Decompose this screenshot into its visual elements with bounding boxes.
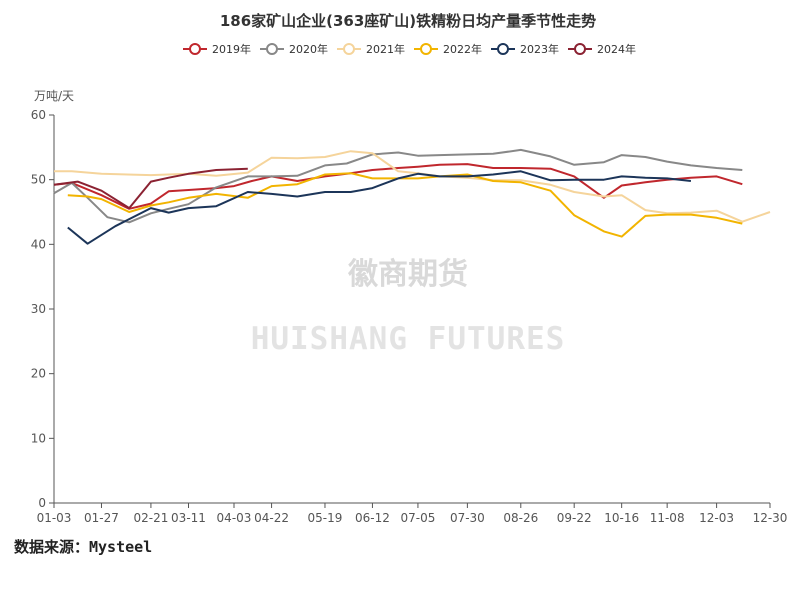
source-label: 数据来源：Mysteel [14, 538, 153, 556]
legend-marker [497, 43, 509, 55]
legend-label: 2020年 [289, 42, 328, 56]
x-tick-label: 07-30 [450, 511, 485, 525]
legend-marker [189, 43, 201, 55]
x-tick-label: 12-30 [753, 511, 788, 525]
watermark-cn: 徽商期货 [347, 257, 468, 292]
y-tick-label: 20 [31, 367, 46, 381]
x-tick-label: 06-12 [355, 511, 390, 525]
legend-label: 2021年 [366, 42, 405, 56]
legend-label: 2019年 [212, 42, 251, 56]
x-tick-label: 11-08 [650, 511, 685, 525]
x-tick-label: 07-05 [400, 511, 435, 525]
chart-axes: 0 10 20 30 40 50 60 01-03 01-27 02-21 03-11 04-03 04… [31, 108, 788, 525]
legend-marker [343, 43, 355, 55]
legend-label: 2024年 [597, 42, 636, 56]
series-line-2020年 [53, 148, 743, 224]
plot-area [53, 148, 771, 245]
x-tick-label: 09-22 [557, 511, 592, 525]
y-axis-label: 万吨/天 [34, 89, 74, 103]
legend-label: 2023年 [520, 42, 559, 56]
legend-marker [574, 43, 586, 55]
series-line-2023年 [67, 170, 692, 245]
y-tick-label: 50 [31, 173, 46, 187]
y-tick-label: 40 [31, 237, 46, 251]
x-tick-label: 03-11 [171, 511, 206, 525]
y-tick-label: 10 [31, 431, 46, 445]
legend-marker [266, 43, 278, 55]
chart-legend: 2019年 2020年 2021年 2022年 2023年 2024年 [183, 42, 636, 56]
y-tick-label: 0 [38, 496, 46, 510]
x-tick-label: 05-19 [308, 511, 343, 525]
x-tick-label: 01-03 [37, 511, 72, 525]
y-tick-label: 60 [31, 108, 46, 122]
x-tick-label: 08-26 [503, 511, 538, 525]
x-tick-label: 01-27 [84, 511, 119, 525]
series-line-2019年 [53, 163, 743, 210]
chart-title: 186家矿山企业(363座矿山)铁精粉日均产量季节性走势 [220, 12, 596, 30]
watermark-en: HUISHANG FUTURES [251, 321, 566, 357]
x-tick-label: 12-03 [699, 511, 734, 525]
legend-marker [420, 43, 432, 55]
legend-label: 2022年 [443, 42, 482, 56]
x-tick-label: 10-16 [604, 511, 639, 525]
series-line-2024年 [53, 167, 248, 210]
x-tick-label: 02-21 [133, 511, 168, 525]
x-tick-label: 04-03 [217, 511, 252, 525]
x-tick-label: 04-22 [254, 511, 289, 525]
y-tick-label: 30 [31, 302, 46, 316]
